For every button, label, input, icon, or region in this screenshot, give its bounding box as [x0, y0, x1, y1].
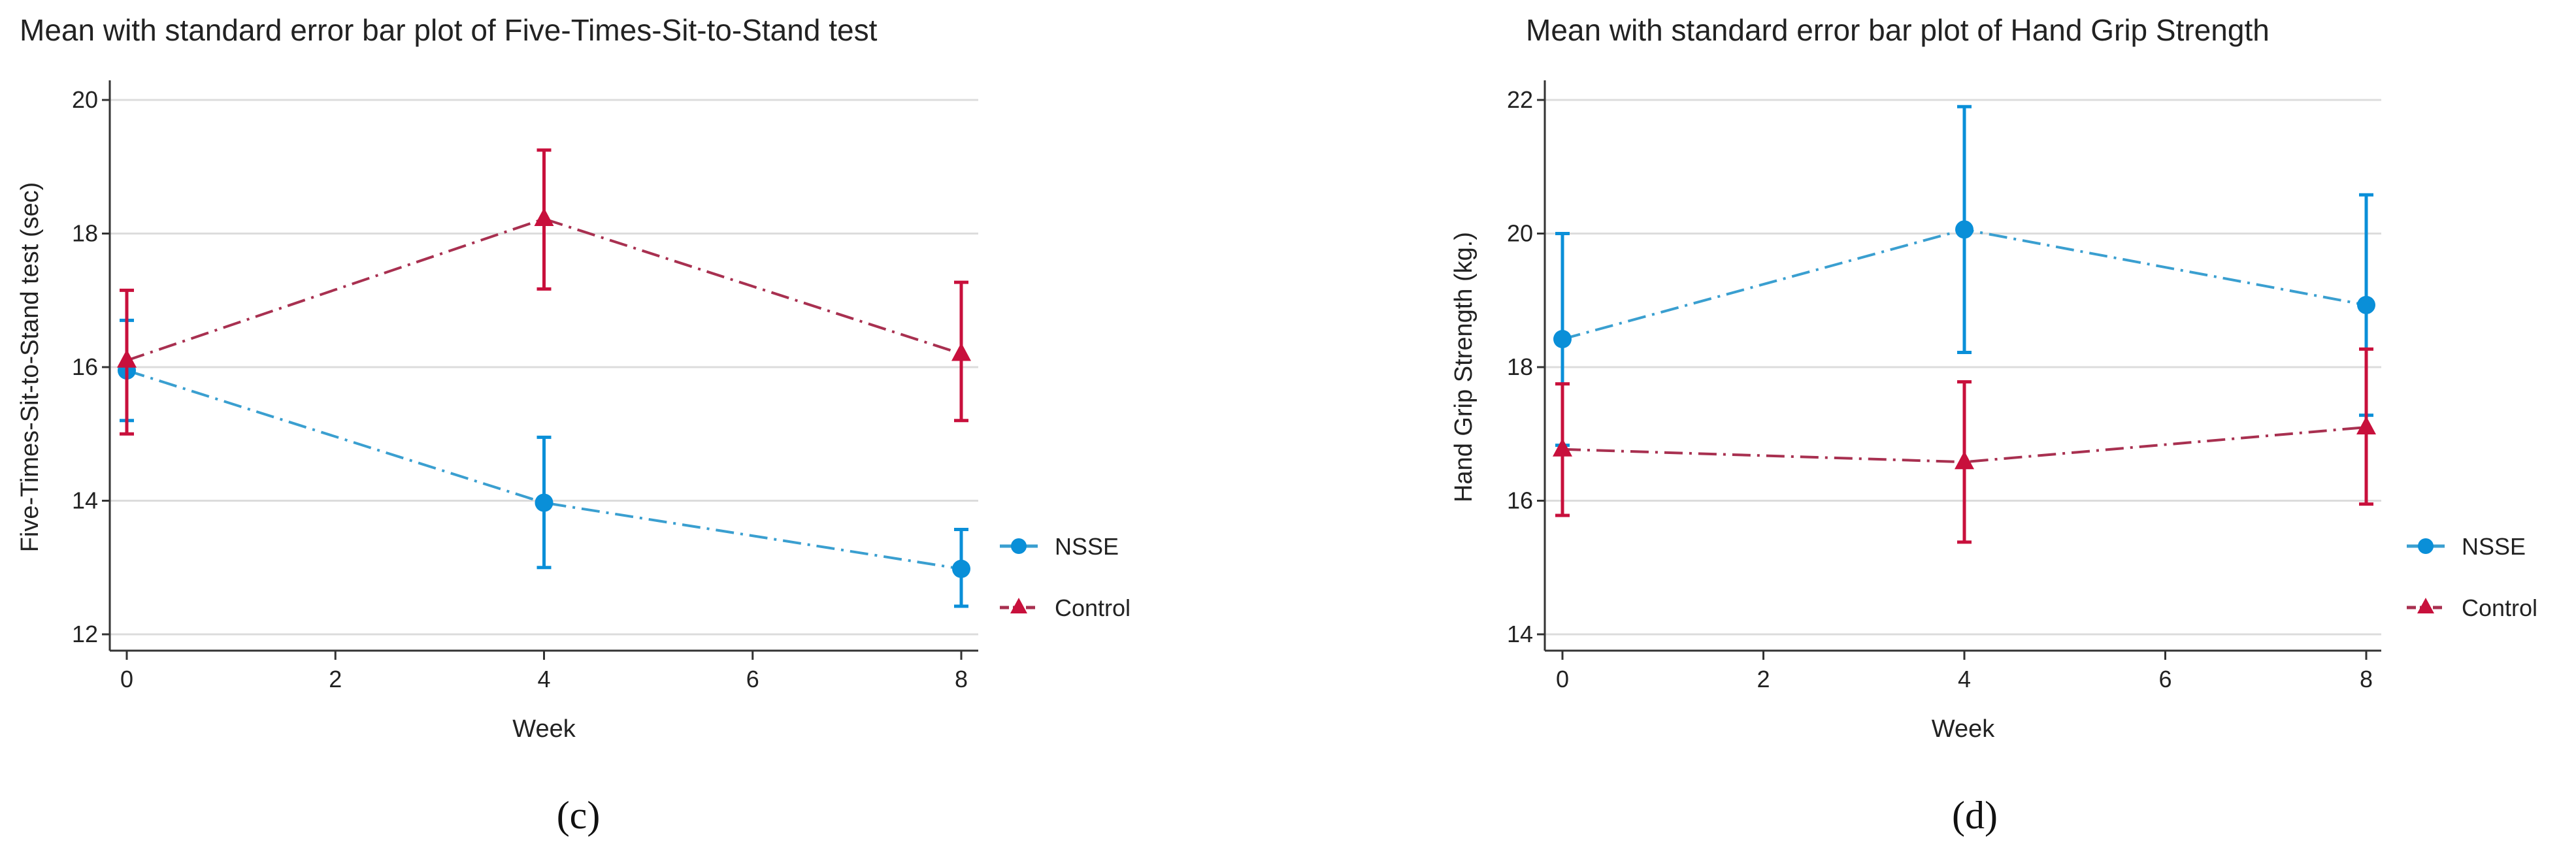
chart-title: Mean with standard error bar plot of Fiv…: [20, 13, 878, 47]
legend-item-nsse: NSSE: [1000, 533, 1119, 560]
legend-label: NSSE: [2462, 533, 2526, 560]
x-tick-label: 2: [329, 666, 342, 692]
x-tick-label: 4: [537, 666, 550, 692]
data-point-circle: [2357, 295, 2375, 314]
y-tick-label: 18: [1507, 353, 1533, 380]
legend-label: Control: [1055, 594, 1131, 621]
chart-title: Mean with standard error bar plot of Han…: [1526, 13, 2270, 47]
y-tick-label: 20: [1507, 220, 1533, 247]
y-tick-label: 12: [72, 621, 98, 647]
y-tick-label: 22: [1507, 86, 1533, 113]
series-control: [1553, 347, 2376, 544]
x-tick-label: 8: [955, 666, 968, 692]
data-point-triangle: [951, 342, 971, 361]
series-line: [1562, 426, 2367, 464]
data-point-triangle: [1955, 451, 1974, 470]
series-line: [126, 217, 962, 362]
data-point-triangle: [2356, 416, 2376, 435]
data-point-triangle: [534, 208, 554, 227]
legend-item-nsse: NSSE: [2407, 533, 2526, 560]
x-tick-label: 8: [2360, 666, 2373, 692]
data-point-triangle: [117, 349, 137, 368]
chart-panel-1: Mean with standard error bar plot of Han…: [1450, 13, 2537, 837]
y-axis-label: Hand Grip Strength (kg.): [1450, 232, 1478, 502]
x-tick-label: 6: [746, 666, 759, 692]
chart-panel-0: Mean with standard error bar plot of Fiv…: [16, 13, 1131, 837]
x-axis-label: Week: [1932, 715, 1995, 743]
legend-circle-marker: [1011, 538, 1027, 554]
x-tick-label: 0: [1556, 666, 1569, 692]
legend-item-control: Control: [2407, 594, 2537, 621]
legend-triangle-marker: [2417, 598, 2434, 613]
x-tick-label: 6: [2158, 666, 2171, 692]
legend-label: NSSE: [1055, 533, 1119, 560]
y-tick-label: 14: [1507, 621, 1533, 647]
legend-triangle-marker: [1010, 598, 1027, 613]
y-axis-label: Five-Times-Sit-to-Stand test (sec): [16, 182, 44, 553]
legend-item-control: Control: [1000, 594, 1131, 621]
x-tick-label: 2: [1757, 666, 1770, 692]
series-nsse: [118, 318, 970, 608]
legend-label: Control: [2462, 594, 2537, 621]
data-point-circle: [535, 493, 553, 512]
data-point-circle: [1955, 220, 1973, 239]
y-tick-label: 20: [72, 86, 98, 113]
legend-circle-marker: [2418, 538, 2434, 554]
y-tick-label: 16: [1507, 487, 1533, 514]
panel-label: (c): [557, 794, 601, 837]
y-tick-label: 16: [72, 353, 98, 380]
panel-label: (d): [1952, 794, 1998, 837]
data-point-triangle: [1553, 438, 1572, 457]
x-tick-label: 4: [1958, 666, 1971, 692]
y-tick-label: 14: [72, 487, 98, 514]
data-point-circle: [952, 559, 970, 578]
series-line: [126, 369, 962, 570]
series-control: [117, 148, 971, 436]
x-tick-label: 0: [120, 666, 133, 692]
data-point-circle: [1553, 330, 1572, 349]
y-tick-label: 18: [72, 220, 98, 247]
x-axis-label: Week: [512, 715, 576, 743]
